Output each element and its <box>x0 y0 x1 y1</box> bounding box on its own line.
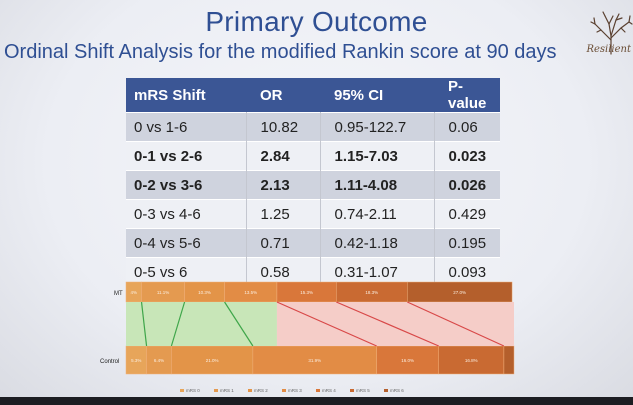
data-label: 18.3% <box>365 290 378 295</box>
cell-ci: 0.31-1.07 <box>320 257 435 286</box>
legend-label: mRS 6 <box>390 388 404 393</box>
data-label: 16.8% <box>465 358 478 363</box>
legend-swatch <box>214 389 218 392</box>
table-row: 0-2 vs 3-6 2.13 1.11-4.08 0.026 <box>126 170 500 200</box>
data-label: 13.5% <box>244 290 257 295</box>
cell-pvalue: 0.195 <box>434 228 500 258</box>
shift-line <box>224 301 254 347</box>
table-row: 0-4 vs 5-6 0.71 0.42-1.18 0.195 <box>126 228 500 258</box>
cell-pvalue: 0.06 <box>434 112 500 142</box>
shift-line <box>170 301 186 347</box>
legend-swatch <box>248 389 252 392</box>
cell-shift: 0 vs 1-6 <box>126 112 247 142</box>
cell-shift: 0-4 vs 5-6 <box>126 228 247 258</box>
cell-shift: 0-3 vs 4-6 <box>126 199 247 229</box>
bar-segment <box>171 345 254 375</box>
data-label: 21.0% <box>206 358 219 363</box>
cell-shift: 0-1 vs 2-6 <box>126 141 247 171</box>
category-label: Control <box>100 359 119 365</box>
cell-or: 2.84 <box>246 141 321 171</box>
cell-shift: 0-5 vs 6 <box>126 257 247 286</box>
shift-line <box>336 301 439 347</box>
logo-text: Resilient <box>586 44 631 55</box>
cell-or: 0.58 <box>246 257 321 286</box>
cell-ci: 1.15-7.03 <box>320 141 435 171</box>
data-label: 5.3% <box>131 358 141 363</box>
table-row: 0 vs 1-6 10.82 0.95-122.7 0.06 <box>126 112 500 142</box>
category-label: MT <box>114 291 123 297</box>
legend-swatch <box>180 389 184 392</box>
cell-pvalue: 0.026 <box>434 170 500 200</box>
cell-or: 0.71 <box>246 228 321 258</box>
legend-swatch <box>316 389 320 392</box>
data-label: 15.3% <box>300 290 313 295</box>
legend-label: mRS 3 <box>288 388 302 393</box>
unfavorable-shift-region <box>276 302 514 346</box>
column-header-pvalue: P-value <box>434 78 500 113</box>
slide-bottom-edge <box>0 397 633 405</box>
column-header-ci: 95% CI <box>320 78 434 113</box>
legend-swatch <box>384 389 388 392</box>
slide-title: Primary Outcome <box>205 6 428 37</box>
cell-pvalue: 0.093 <box>434 257 500 286</box>
tree-logo-icon <box>590 11 633 55</box>
cell-or: 2.13 <box>246 170 321 200</box>
data-label: 27.0% <box>453 290 466 295</box>
mrs-distribution-chart: MT 4% 11.1% 10.3% 13.5% 15.3% 18.3% 27.0% Contro… <box>100 281 515 393</box>
shift-line <box>140 301 148 347</box>
legend-label: mRS 5 <box>356 388 370 393</box>
cell-ci: 0.74-2.11 <box>320 199 435 229</box>
column-header-shift: mRS Shift <box>126 78 246 113</box>
cell-ci: 0.95-122.7 <box>320 112 435 142</box>
legend-swatch <box>282 389 286 392</box>
data-label: 10.3% <box>198 290 211 295</box>
legend-label: mRS 1 <box>220 388 234 393</box>
cell-pvalue: 0.023 <box>434 141 500 171</box>
cell-or: 10.82 <box>246 112 321 142</box>
data-label: 31.9% <box>308 358 321 363</box>
cell-ci: 1.11-4.08 <box>320 170 435 200</box>
cell-or: 1.25 <box>246 199 321 229</box>
shift-line <box>407 301 505 347</box>
table-row: 0-1 vs 2-6 2.84 1.15-7.03 0.023 <box>126 141 500 171</box>
legend-label: mRS 4 <box>322 388 336 393</box>
cell-pvalue: 0.429 <box>434 199 500 229</box>
data-label: 11.1% <box>157 290 169 295</box>
table-row: 0-3 vs 4-6 1.25 0.74-2.11 0.429 <box>126 199 500 229</box>
bar-segment <box>503 345 515 375</box>
ordinal-shift-table: mRS Shift OR 95% CI P-value 0 vs 1-6 10.… <box>126 78 500 286</box>
table-row: 0-5 vs 6 0.58 0.31-1.07 0.093 <box>126 257 500 286</box>
legend-label: mRS 0 <box>186 388 200 393</box>
data-label: 4% <box>131 290 138 295</box>
cell-shift: 0-2 vs 3-6 <box>126 170 247 200</box>
slide-subtitle: Ordinal Shift Analysis for the modified … <box>4 41 557 63</box>
legend-swatch <box>350 389 354 392</box>
column-header-or: OR <box>246 78 320 113</box>
table-header-row: mRS Shift OR 95% CI P-value <box>126 78 500 113</box>
data-label: 6.4% <box>154 358 164 363</box>
data-label: 16.0% <box>401 358 414 363</box>
shift-line <box>276 301 377 347</box>
legend-label: mRS 2 <box>254 388 268 393</box>
favorable-shift-region <box>126 302 277 346</box>
cell-ci: 0.42-1.18 <box>320 228 435 258</box>
